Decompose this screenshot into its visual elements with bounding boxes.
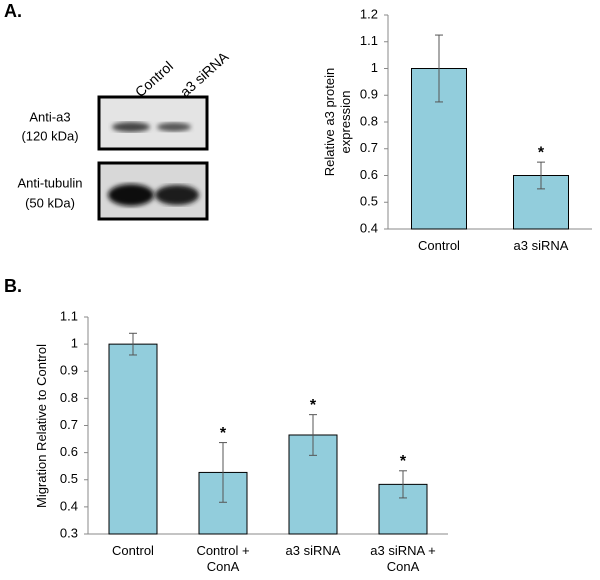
- lane-label: a3 siRNA: [177, 48, 232, 100]
- significance-marker: *: [310, 397, 317, 414]
- y-tick-label: 0.9: [60, 363, 78, 378]
- x-tick-label: Control + ConA: [196, 543, 250, 574]
- x-tick-label: a3 siRNA: [513, 238, 569, 253]
- y-tick-label: 0.9: [360, 87, 378, 102]
- significance-marker: *: [538, 144, 545, 161]
- y-tick-label: 0.4: [60, 498, 78, 513]
- x-tick-label: a3 siRNA: [285, 543, 341, 558]
- blot-band: [157, 122, 191, 132]
- x-tick-label: Control: [418, 238, 460, 253]
- antibody-label: Anti-tubulin: [17, 175, 82, 190]
- y-tick-label: 0.5: [360, 194, 378, 209]
- lane-label: Control: [132, 58, 176, 100]
- y-tick-label: 0.7: [60, 417, 78, 432]
- significance-marker: *: [220, 425, 227, 442]
- y-tick-label: 0.4: [360, 220, 378, 235]
- y-tick-label: 1.2: [360, 6, 378, 21]
- y-tick-label: 0.7: [360, 140, 378, 155]
- y-tick-label: 1: [371, 60, 378, 75]
- y-tick-label: 0.8: [60, 390, 78, 405]
- y-tick-label: 0.6: [60, 444, 78, 459]
- x-tick-label: a3 siRNA + ConA: [370, 543, 436, 574]
- y-axis-label: Migration Relative to Control: [34, 343, 49, 508]
- y-tick-label: 1: [71, 336, 78, 351]
- panel-label: B.: [4, 276, 22, 296]
- y-tick-label: 0.6: [360, 167, 378, 182]
- y-tick-label: 0.5: [60, 471, 78, 486]
- panel-label: A.: [4, 1, 22, 21]
- blot-band: [108, 184, 154, 206]
- x-tick-label: Control: [112, 543, 154, 558]
- y-axis-label: Relative a3 protein expression: [322, 67, 353, 177]
- antibody-size: (50 kDa): [25, 195, 75, 210]
- blot-band: [155, 185, 199, 205]
- y-tick-label: 1.1: [60, 308, 78, 323]
- bar: [108, 343, 158, 535]
- antibody-label: Anti-a3: [29, 109, 70, 124]
- blot-band: [112, 122, 150, 132]
- significance-marker: *: [400, 453, 407, 470]
- y-tick-label: 0.8: [360, 113, 378, 128]
- y-tick-label: 1.1: [360, 33, 378, 48]
- blot-box: [97, 95, 209, 151]
- y-tick-label: 0.3: [60, 525, 78, 540]
- antibody-size: (120 kDa): [21, 128, 78, 143]
